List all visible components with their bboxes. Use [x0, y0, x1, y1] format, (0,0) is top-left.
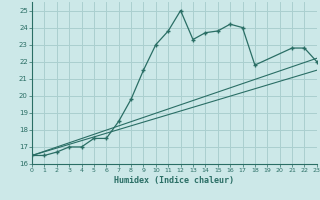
X-axis label: Humidex (Indice chaleur): Humidex (Indice chaleur): [115, 176, 234, 185]
